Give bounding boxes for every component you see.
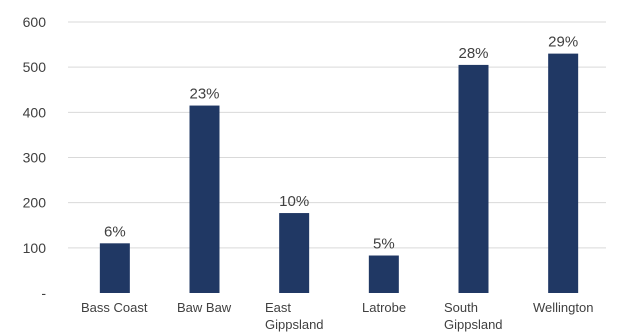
y-tick-label-200: 200 (23, 195, 47, 211)
category-label-5: Wellington (533, 300, 593, 315)
gridlines (68, 21, 606, 249)
data-label-2: 10% (279, 193, 309, 210)
bar-4 (458, 64, 489, 294)
data-label-3: 5% (373, 236, 395, 253)
x-axis-category-labels: Bass Coast Baw Baw East Gippsland Latrobe Sou… (81, 300, 593, 332)
data-labels: 6% 23% 10% 5% 28% 29% (104, 34, 578, 253)
y-tick-label-500: 500 (23, 59, 47, 75)
data-label-5: 29% (548, 34, 578, 51)
bar-2 (279, 213, 310, 293)
data-label-0: 6% (104, 223, 126, 240)
category-label-0: Bass Coast (81, 300, 148, 315)
category-label-4: South Gippsland (444, 300, 503, 332)
y-tick-label-400: 400 (23, 104, 47, 120)
data-label-4: 28% (458, 45, 488, 62)
bar-5 (548, 53, 579, 293)
y-axis-tick-labels: - 100 200 300 400 500 600 (23, 14, 47, 301)
y-tick-label-300: 300 (23, 150, 47, 166)
category-label-2: East Gippsland (265, 300, 324, 332)
category-label-3: Latrobe (362, 300, 406, 315)
data-label-1: 23% (189, 86, 219, 103)
y-tick-label-100: 100 (23, 240, 47, 256)
bar-1 (189, 105, 220, 293)
y-tick-label-0: - (41, 285, 46, 301)
bars (99, 53, 579, 294)
y-tick-label-600: 600 (23, 14, 47, 30)
category-label-1: Baw Baw (177, 300, 232, 315)
bar-3 (368, 255, 399, 293)
bar-0 (99, 243, 130, 293)
